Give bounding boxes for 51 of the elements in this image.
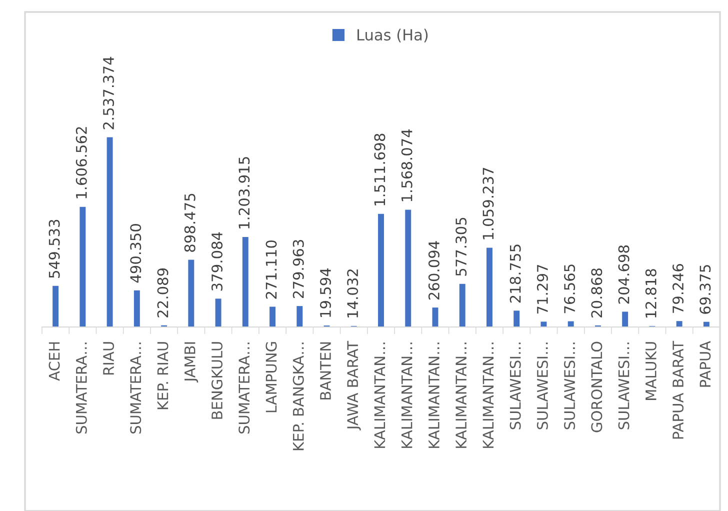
x-tick-label: BANTEN xyxy=(320,342,331,400)
x-tick-label: KALIMANTAN… xyxy=(428,342,440,448)
x-tick-label: JAMBI xyxy=(184,342,198,383)
data-label: 1.606.562 xyxy=(76,127,87,198)
x-tick-label: PAPUA BARAT xyxy=(672,340,684,439)
data-label: 490.350 xyxy=(130,224,142,283)
x-tick-label: KEP. RIAU xyxy=(157,342,168,410)
x-tick-label: MALUKU xyxy=(646,342,656,400)
x-tick-label: KEP. BANGKA… xyxy=(292,342,304,450)
legend-label: Luas (Ha) xyxy=(358,28,428,42)
data-label: 2.537.374 xyxy=(103,56,114,130)
data-label: 218.755 xyxy=(510,244,521,303)
data-label: 12.818 xyxy=(645,269,656,318)
data-label: 69.375 xyxy=(700,265,711,314)
data-label: 22.089 xyxy=(157,268,168,318)
x-tick-label: JAWA BARAT xyxy=(347,340,361,430)
data-label: 1.203.915 xyxy=(238,157,250,228)
data-label: 1.059.237 xyxy=(482,168,494,240)
x-tick-label: KALIMANTAN… xyxy=(456,342,466,448)
x-tick-label: RIAU xyxy=(103,342,114,375)
x-tick-label: SULAWESI… xyxy=(618,342,630,430)
x-tick-label: SULAWESI… xyxy=(564,342,576,430)
data-label: 279.963 xyxy=(292,240,304,298)
data-label: 71.297 xyxy=(536,264,548,314)
x-tick-label: GORONTALO xyxy=(591,342,602,432)
x-tick-label: SUMATERA… xyxy=(238,342,250,434)
data-label: 79.246 xyxy=(672,264,684,313)
x-tick-label: ACEH xyxy=(48,342,60,381)
x-tick-label: SULAWESI… xyxy=(536,342,548,430)
data-label: 204.698 xyxy=(618,245,630,304)
data-label: 898.475 xyxy=(184,194,196,252)
data-label: 379.084 xyxy=(211,232,223,291)
x-tick-label: SULAWESI… xyxy=(510,342,521,430)
data-label: 577.305 xyxy=(456,218,467,276)
x-tick-label: BENGKULU xyxy=(211,342,223,419)
x-tick-label: SUMATERA… xyxy=(76,342,87,434)
data-label: 549.533 xyxy=(48,220,60,278)
data-label: 76.565 xyxy=(564,264,576,314)
data-label: 19.594 xyxy=(320,268,331,317)
data-label: 20.868 xyxy=(591,268,602,318)
data-label: 271.110 xyxy=(266,240,277,299)
x-tick-label: PAPUA xyxy=(700,341,711,387)
x-tick-label: LAMPUNG xyxy=(266,342,277,412)
x-tick-label: KALIMANTAN… xyxy=(374,342,386,448)
data-label: 1.511.698 xyxy=(374,134,386,206)
data-label: 14.032 xyxy=(347,269,358,318)
data-label: 1.568.074 xyxy=(401,129,412,202)
x-tick-label: SUMATERA… xyxy=(130,342,142,434)
x-tick-label: KALIMANTAN… xyxy=(482,342,494,448)
x-tick-label: KALIMANTAN… xyxy=(402,342,412,448)
data-label: 260.094 xyxy=(428,241,440,300)
